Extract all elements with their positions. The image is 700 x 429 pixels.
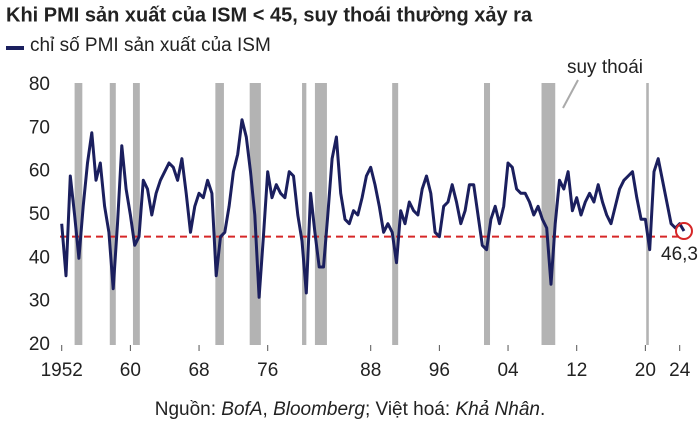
- x-tick-label: 68: [188, 360, 209, 381]
- y-tick-label: 40: [29, 247, 50, 268]
- source-part: Nguồn:: [155, 399, 222, 420]
- source-part: Khả Nhân: [455, 399, 540, 420]
- recession-band: [541, 83, 556, 345]
- x-tick-label: 76: [257, 360, 278, 381]
- source-part: Bloomberg: [273, 399, 365, 420]
- recession-band: [74, 83, 83, 345]
- x-tick-label: 60: [120, 360, 141, 381]
- source-part: .: [540, 399, 545, 420]
- source: Nguồn: BofA, Bloomberg; Việt hoá: Khả Nh…: [155, 399, 546, 420]
- source-part: ,: [263, 399, 274, 420]
- x-tick-label: 88: [360, 360, 381, 381]
- recession-pointer: [562, 79, 579, 109]
- y-tick-label: 30: [29, 291, 50, 312]
- y-tick-label: 80: [29, 74, 50, 95]
- recession-band: [215, 83, 224, 345]
- x-tick-label: 04: [497, 360, 519, 381]
- source-part: BofA: [221, 399, 262, 420]
- recession-band: [302, 83, 307, 345]
- recession-band: [109, 83, 116, 345]
- y-tick-label: 50: [29, 204, 50, 225]
- annotation-circle: [674, 222, 693, 241]
- source-part: ; Việt hoá:: [365, 399, 456, 420]
- y-tick-label: 60: [29, 161, 50, 182]
- chart-title: Khi PMI sản xuất của ISM < 45, suy thoái…: [6, 4, 533, 26]
- recession-band: [646, 83, 649, 345]
- annotation-label: 46,3: [661, 244, 698, 265]
- recession-band: [392, 83, 399, 345]
- x-tick-label: 1952: [41, 360, 83, 381]
- y-tick-label: 20: [29, 334, 50, 355]
- recession-band: [132, 83, 140, 345]
- x-tick-label: 12: [566, 360, 587, 381]
- recession-label: suy thoái: [567, 57, 643, 78]
- x-tick-label: 20: [635, 360, 656, 381]
- pmi-line: [60, 118, 686, 299]
- recession-band: [484, 83, 491, 345]
- recession-band: [314, 83, 327, 345]
- x-tick-label: 24: [669, 360, 691, 381]
- legend-label: chỉ số PMI sản xuất của ISM: [30, 35, 271, 56]
- y-tick-label: 70: [29, 117, 50, 138]
- x-tick-label: 96: [429, 360, 450, 381]
